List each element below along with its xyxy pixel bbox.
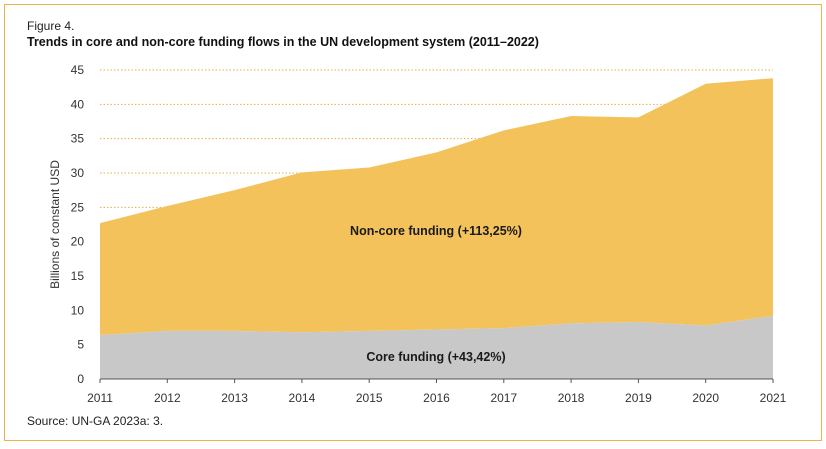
- figure-number: Figure 4.: [27, 19, 75, 33]
- x-tick-label: 2021: [760, 391, 787, 405]
- x-tick-label: 2016: [423, 391, 450, 405]
- y-tick-label: 45: [71, 63, 85, 77]
- x-tick-label: 2019: [625, 391, 652, 405]
- x-tick-label: 2013: [221, 391, 248, 405]
- y-tick-label: 0: [77, 372, 84, 386]
- area-series: [100, 78, 773, 379]
- noncore-area: [100, 78, 773, 336]
- y-tick-label: 30: [71, 166, 85, 180]
- x-tick-label: 2020: [692, 391, 719, 405]
- y-tick-label: 10: [71, 303, 85, 317]
- x-tick-label: 2014: [289, 391, 316, 405]
- x-tick-label: 2018: [558, 391, 585, 405]
- x-tick-label: 2012: [154, 391, 181, 405]
- y-tick-label: 40: [71, 97, 85, 111]
- core-area: [100, 315, 773, 379]
- y-tick-label: 35: [71, 132, 85, 146]
- source-note: Source: UN-GA 2023a: 3.: [27, 414, 164, 428]
- y-tick-label: 15: [71, 269, 85, 283]
- y-tick-labels: 0 5 10 15 20 25 30 35 40 45: [71, 63, 85, 386]
- x-tick-label: 2017: [490, 391, 517, 405]
- axes: [99, 378, 774, 383]
- chart-title: Trends in core and non-core funding flow…: [27, 35, 539, 49]
- figure-frame: Figure 4. Trends in core and non-core fu…: [4, 4, 822, 441]
- y-axis-label: Billions of constant USD: [48, 160, 62, 289]
- core-series-label: Core funding (+43,42%): [366, 350, 505, 364]
- x-tick-labels: 2011 2012 2013 2014 2015 2016 2017 2018 2019 2020…: [87, 391, 787, 405]
- x-tick-label: 2011: [87, 391, 113, 405]
- y-tick-label: 5: [77, 338, 84, 352]
- noncore-series-label: Non-core funding (+113,25%): [350, 224, 522, 238]
- x-tick-label: 2015: [356, 391, 383, 405]
- y-tick-label: 20: [71, 235, 85, 249]
- y-tick-label: 25: [71, 200, 85, 214]
